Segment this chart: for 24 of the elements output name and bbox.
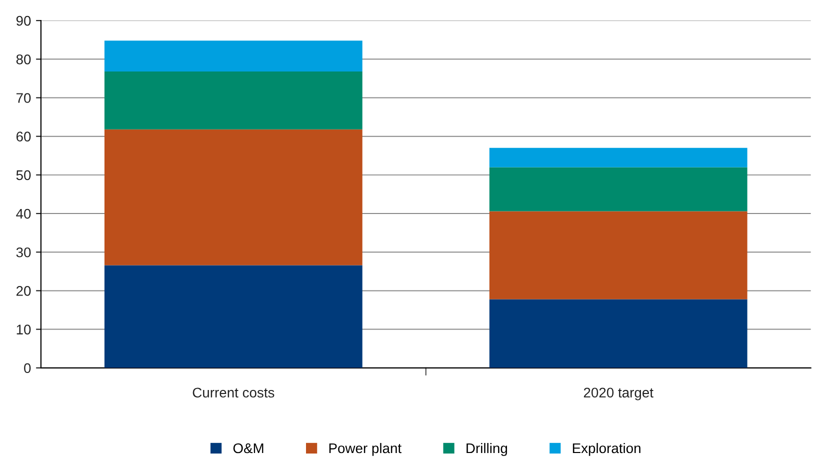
y-tick-label: 80 — [16, 54, 31, 64]
bar — [489, 148, 748, 168]
bar — [104, 40, 362, 72]
bar — [104, 72, 362, 130]
y-tick-label: 30 — [16, 247, 31, 258]
bar — [489, 167, 748, 212]
y-tick-label: 10 — [16, 324, 31, 334]
y-tick-label: 90 — [16, 16, 31, 26]
legend-label: Drilling — [466, 442, 508, 456]
x-tick-label: Current costs — [192, 388, 274, 398]
bar — [489, 299, 748, 368]
y-tick-label: 20 — [16, 286, 31, 296]
legend-label: Exploration — [572, 442, 640, 456]
y-tick-label: 60 — [16, 132, 31, 142]
bar — [489, 211, 748, 300]
y-tick-label: 50 — [16, 170, 31, 180]
x-tick-label: 2020 target — [584, 388, 654, 400]
y-tick-label: 70 — [16, 93, 31, 103]
legend-label: O&M — [233, 443, 264, 454]
legend-label: Power plant — [329, 442, 402, 456]
bar — [104, 129, 362, 266]
y-tick-label: 0 — [24, 363, 31, 374]
bar — [104, 265, 362, 368]
y-tick-label: 40 — [16, 208, 31, 219]
